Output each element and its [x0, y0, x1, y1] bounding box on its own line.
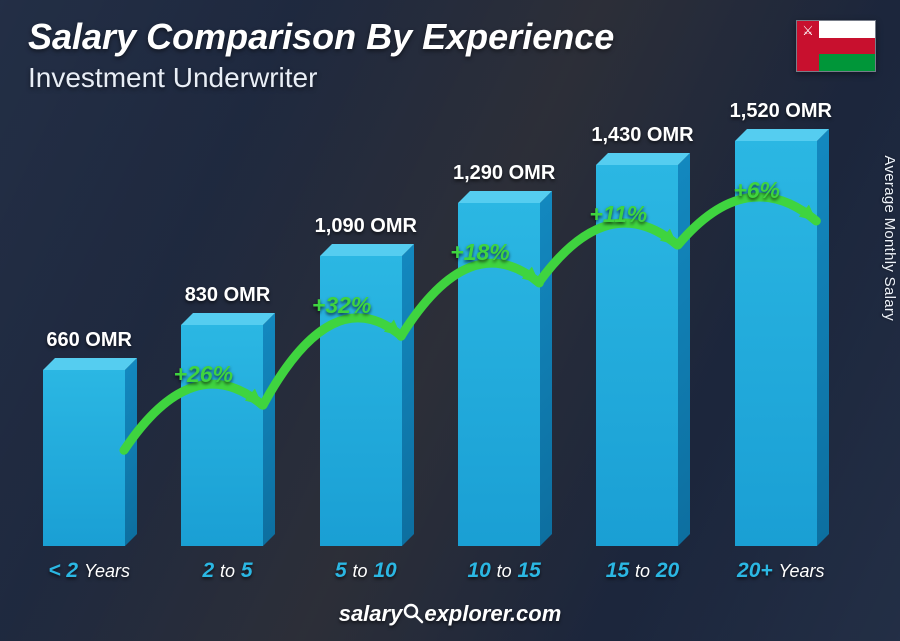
bar-value-label: 830 OMR — [157, 284, 297, 307]
bar-slot: 830 OMR — [168, 120, 286, 546]
salary-bar — [181, 325, 273, 546]
xlabel-post: Years — [84, 561, 130, 581]
salary-bar — [43, 370, 135, 546]
flag-stripe-white — [819, 21, 875, 38]
flag-stripe-green — [819, 54, 875, 71]
xlabel-pre: 2 — [202, 559, 214, 582]
footer-source: salary explorer.com — [0, 601, 900, 627]
bar-top-face — [43, 358, 137, 370]
bar-slot: 660 OMR — [30, 120, 148, 546]
bar-side-face — [263, 313, 275, 546]
bar-front-face — [596, 165, 678, 546]
xlabel-pre: 20+ — [737, 559, 773, 582]
x-axis-category: 15 to 20 — [583, 559, 701, 583]
x-axis-labels: < 2 Years2 to 55 to 1010 to 1515 to 2020… — [30, 559, 840, 583]
salary-bar — [735, 141, 827, 546]
infographic-stage: Salary Comparison By Experience Investme… — [0, 0, 900, 641]
xlabel-mid: to — [497, 561, 512, 581]
bar-side-face — [817, 129, 829, 546]
footer-logo-icon — [402, 601, 424, 626]
bar-value-label: 1,290 OMR — [434, 162, 574, 185]
bar-front-face — [735, 141, 817, 546]
bar-front-face — [320, 256, 402, 546]
xlabel-post: 10 — [373, 559, 396, 582]
bar-value-label: 1,430 OMR — [572, 124, 712, 147]
xlabel-pre: 5 — [335, 559, 347, 582]
bar-value-label: 1,520 OMR — [711, 100, 851, 123]
bar-front-face — [43, 370, 125, 546]
footer-text-suffix: explorer.com — [424, 601, 561, 626]
x-axis-category: 2 to 5 — [168, 559, 286, 583]
x-axis-category: < 2 Years — [30, 559, 148, 583]
bar-top-face — [596, 153, 690, 165]
bar-top-face — [181, 313, 275, 325]
bar-slot: 1,290 OMR — [445, 120, 563, 546]
page-title: Salary Comparison By Experience — [28, 16, 614, 58]
bar-side-face — [125, 358, 137, 546]
bar-front-face — [458, 203, 540, 546]
flag-emblem-icon: ⚔ — [801, 24, 815, 38]
y-axis-label: Average Monthly Salary — [882, 155, 899, 321]
xlabel-pre: < 2 — [48, 559, 78, 582]
footer-text-prefix: salary — [339, 601, 403, 626]
xlabel-post: 20 — [656, 559, 679, 582]
bar-slot: 1,430 OMR — [583, 120, 701, 546]
salary-bar — [320, 256, 412, 546]
bar-top-face — [320, 244, 414, 256]
x-axis-category: 5 to 10 — [307, 559, 425, 583]
salary-bar — [596, 165, 688, 546]
xlabel-pre: 10 — [467, 559, 490, 582]
flag-stripe-red — [819, 38, 875, 55]
xlabel-post: Years — [779, 561, 825, 581]
bar-side-face — [678, 153, 690, 546]
bar-slot: 1,090 OMR — [307, 120, 425, 546]
xlabel-mid: to — [220, 561, 235, 581]
salary-bar-chart: 660 OMR830 OMR1,090 OMR1,290 OMR1,430 OM… — [30, 120, 840, 546]
xlabel-mid: to — [635, 561, 650, 581]
bar-top-face — [458, 191, 552, 203]
salary-bar — [458, 203, 550, 546]
xlabel-mid: to — [352, 561, 367, 581]
bar-value-label: 1,090 OMR — [296, 215, 436, 238]
xlabel-pre: 15 — [606, 559, 629, 582]
page-subtitle: Investment Underwriter — [28, 62, 317, 94]
bar-slot: 1,520 OMR — [722, 120, 840, 546]
xlabel-post: 15 — [518, 559, 541, 582]
bar-side-face — [540, 191, 552, 546]
bar-side-face — [402, 244, 414, 546]
x-axis-category: 10 to 15 — [445, 559, 563, 583]
country-flag-oman: ⚔ — [796, 20, 876, 72]
bar-top-face — [735, 129, 829, 141]
bar-group: 660 OMR830 OMR1,090 OMR1,290 OMR1,430 OM… — [30, 120, 840, 546]
bar-value-label: 660 OMR — [19, 329, 159, 352]
xlabel-post: 5 — [241, 559, 253, 582]
bar-front-face — [181, 325, 263, 546]
x-axis-category: 20+ Years — [722, 559, 840, 583]
